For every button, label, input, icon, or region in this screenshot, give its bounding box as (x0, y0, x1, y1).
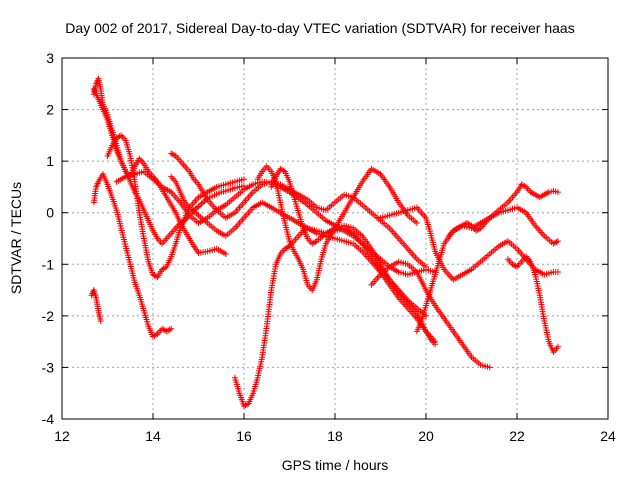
series-track-3 (90, 171, 175, 340)
data-point (554, 269, 561, 276)
data-point (554, 189, 561, 196)
y-tick-label: -1 (42, 256, 55, 272)
y-tick-label: -4 (42, 411, 55, 427)
y-tick-label: 3 (46, 50, 54, 66)
data-point (413, 220, 420, 227)
series-track-9 (231, 225, 429, 410)
data-point (432, 341, 439, 348)
grid (62, 58, 608, 419)
x-tick-label: 18 (327, 428, 343, 444)
data-point (222, 250, 229, 257)
data-point (97, 318, 104, 325)
x-tick-label: 12 (54, 428, 70, 444)
y-tick-label: -2 (42, 308, 55, 324)
y-tick-label: 0 (46, 205, 54, 221)
series-track-13 (377, 204, 561, 283)
data-point (554, 343, 561, 350)
y-tick-label: 1 (46, 153, 54, 169)
x-axis-label: GPS time / hours (282, 457, 389, 473)
data-point (241, 176, 247, 183)
series-track-11 (268, 165, 439, 348)
data-point (423, 312, 429, 319)
data-point (168, 325, 175, 332)
series-track-15 (445, 181, 561, 239)
series-track-16 (504, 253, 561, 355)
series-track-1 (90, 75, 229, 257)
y-tick-label: -3 (42, 359, 55, 375)
series-track-10 (254, 163, 420, 294)
x-tick-label: 14 (145, 428, 161, 444)
y-axis-label: SDTVAR / TECUs (8, 182, 24, 294)
x-tick-label: 16 (236, 428, 252, 444)
series-track-4 (88, 287, 104, 325)
chart-title: Day 002 of 2017, Sidereal Day-to-day VTE… (65, 20, 574, 36)
y-tick-label: 2 (46, 102, 54, 118)
data-point (198, 200, 205, 207)
x-tick-label: 22 (509, 428, 525, 444)
x-tick-label: 20 (418, 428, 434, 444)
data-points (88, 75, 561, 410)
x-tick-label: 24 (600, 428, 616, 444)
data-point (486, 364, 493, 371)
data-point (554, 238, 561, 245)
data-point (423, 263, 429, 270)
series-track-7 (168, 150, 429, 270)
series-track-12 (368, 258, 493, 371)
